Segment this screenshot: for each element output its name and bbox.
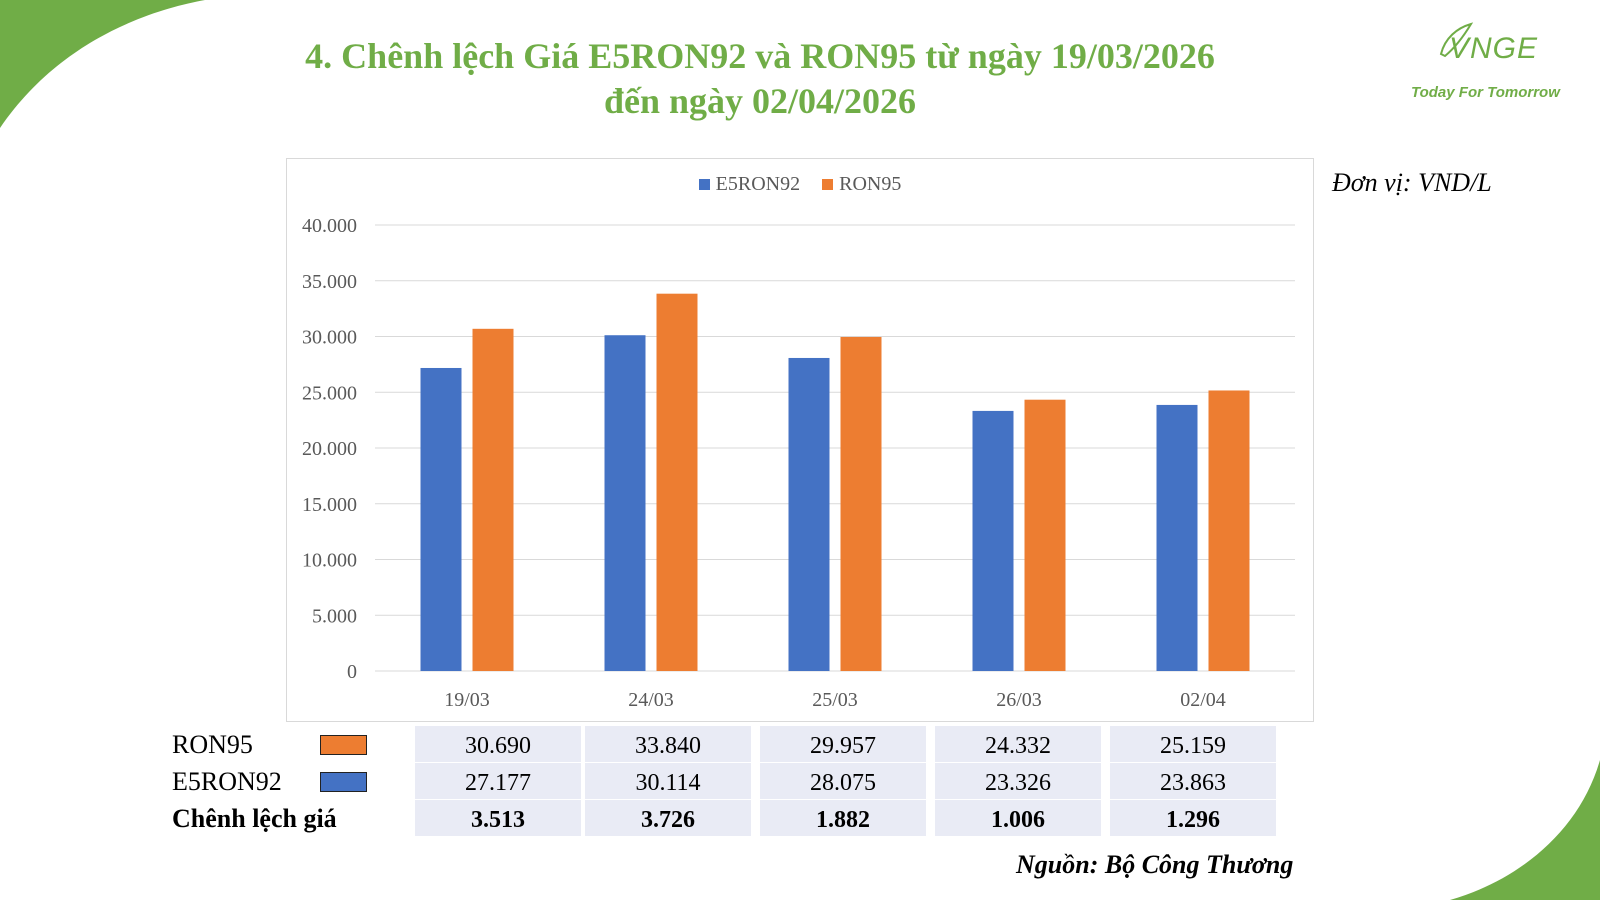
legend-swatch-ron95 bbox=[822, 179, 834, 190]
title-line-2: đến ngày 02/04/2026 bbox=[603, 81, 917, 121]
table-cell: 3.513 bbox=[415, 800, 581, 836]
bar-e5ron92-25-03 bbox=[788, 357, 830, 671]
chart-area: E5RON92 RON95 0 5.000 10.000 15.000 20.000 25… bbox=[286, 158, 1314, 722]
table-cell: 25.159 bbox=[1110, 726, 1276, 762]
table-cell: 30.690 bbox=[415, 726, 581, 762]
page-title: 4. Chênh lệch Giá E5RON92 và RON95 từ ng… bbox=[200, 34, 1320, 124]
bar-ron95-02-04 bbox=[1208, 390, 1250, 671]
y-tick-label: 20.000 bbox=[302, 438, 357, 460]
y-tick-label: 30.000 bbox=[302, 327, 357, 349]
table-cell: 28.075 bbox=[760, 763, 926, 799]
row-label: E5RON92 bbox=[172, 767, 282, 796]
y-tick-label: 25.000 bbox=[302, 382, 357, 404]
table-cell: 27.177 bbox=[415, 763, 581, 799]
table-cell: 1.006 bbox=[935, 800, 1101, 836]
y-tick-label: 0 bbox=[347, 661, 357, 683]
table-cell: 33.840 bbox=[585, 726, 751, 762]
bar-e5ron92-19-03 bbox=[420, 367, 462, 671]
y-tick-label: 40.000 bbox=[302, 215, 357, 237]
table-cell: 1.296 bbox=[1110, 800, 1276, 836]
bar-ron95-24-03 bbox=[656, 293, 698, 671]
table-row: RON95 30.690 33.840 29.957 24.332 25.159 bbox=[172, 726, 1312, 762]
bar-chart: 0 5.000 10.000 15.000 20.000 25.000 30.000 35.0… bbox=[302, 215, 1295, 711]
bar-e5ron92-02-04 bbox=[1156, 404, 1198, 671]
table-cell: 23.326 bbox=[935, 763, 1101, 799]
x-tick-label: 25/03 bbox=[812, 689, 858, 711]
row-color-swatch bbox=[320, 735, 367, 755]
table-cell: 24.332 bbox=[935, 726, 1101, 762]
bar-e5ron92-24-03 bbox=[604, 335, 646, 671]
legend-item-ron95: RON95 bbox=[822, 173, 901, 196]
logo: VNGE Today For Tomorrow bbox=[1405, 18, 1580, 108]
unit-label: Đơn vị: VND/L bbox=[1332, 168, 1492, 197]
y-tick-label: 15.000 bbox=[302, 494, 357, 516]
row-color-swatch bbox=[320, 772, 367, 792]
logo-leaf-icon bbox=[1439, 22, 1474, 58]
y-tick-label: 5.000 bbox=[312, 605, 357, 627]
table-row: E5RON92 27.177 30.114 28.075 23.326 23.863 bbox=[172, 763, 1312, 799]
table-cell: 29.957 bbox=[760, 726, 926, 762]
table-cell: 30.114 bbox=[585, 763, 751, 799]
table-cell: 23.863 bbox=[1110, 763, 1276, 799]
logo-mark: VNGE bbox=[1449, 32, 1539, 65]
chart-legend: E5RON92 RON95 bbox=[287, 173, 1313, 196]
corner-decoration-top-left bbox=[0, 0, 205, 128]
row-label: Chênh lệch giá bbox=[172, 804, 337, 833]
table-row: Chênh lệch giá 3.513 3.726 1.882 1.006 1.296 bbox=[172, 800, 1312, 836]
legend-item-e5ron92: E5RON92 bbox=[698, 173, 801, 196]
source-label: Nguồn: Bộ Công Thương bbox=[1016, 850, 1294, 879]
row-label: RON95 bbox=[172, 730, 253, 759]
bar-ron95-19-03 bbox=[472, 328, 514, 671]
bar-e5ron92-26-03 bbox=[972, 410, 1014, 671]
y-tick-label: 35.000 bbox=[302, 271, 357, 293]
legend-swatch-e5ron92 bbox=[698, 179, 710, 190]
logo-tagline: Today For Tomorrow bbox=[1411, 84, 1560, 101]
corner-decoration-bottom-right bbox=[1450, 760, 1600, 900]
title-line-1: 4. Chênh lệch Giá E5RON92 và RON95 từ ng… bbox=[305, 36, 1215, 76]
x-tick-label: 02/04 bbox=[1180, 689, 1226, 711]
x-tick-label: 19/03 bbox=[444, 689, 490, 711]
table-cell: 1.882 bbox=[760, 800, 926, 836]
table-cell: 3.726 bbox=[585, 800, 751, 836]
legend-label-e5ron92: E5RON92 bbox=[715, 173, 801, 195]
x-tick-label: 24/03 bbox=[628, 689, 674, 711]
y-tick-label: 10.000 bbox=[302, 550, 357, 572]
bar-ron95-26-03 bbox=[1024, 399, 1066, 671]
x-tick-label: 26/03 bbox=[996, 689, 1042, 711]
legend-label-ron95: RON95 bbox=[839, 173, 902, 195]
bar-ron95-25-03 bbox=[840, 336, 882, 671]
